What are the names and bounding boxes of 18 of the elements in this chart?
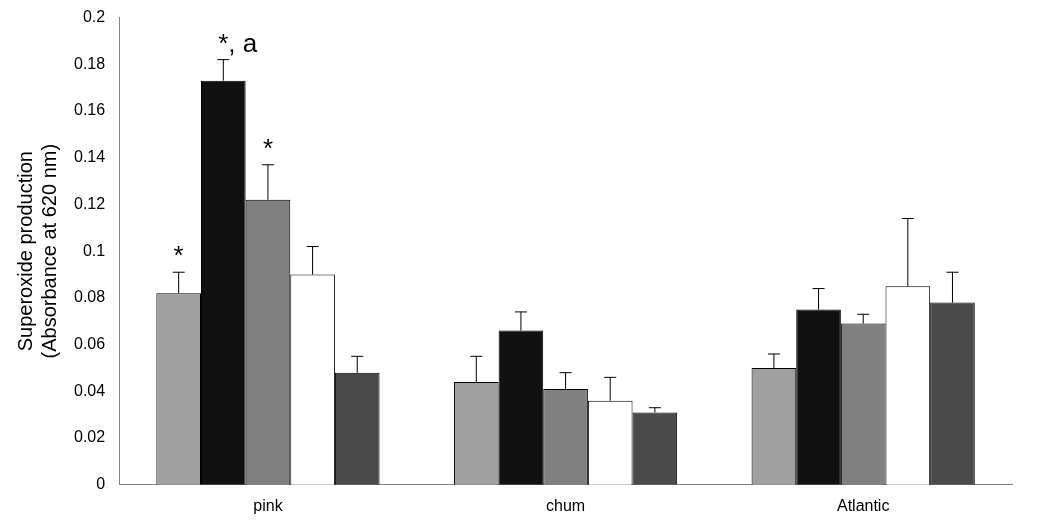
y-tick-label: 0.06 [74, 335, 106, 353]
y-tick-label: 0 [96, 475, 106, 493]
y-tick-label: 0.08 [74, 288, 106, 306]
x-tick-label: chum [546, 496, 586, 514]
y-tick-label: 0.04 [74, 381, 106, 399]
y-tick-label: 0.16 [74, 101, 106, 119]
x-tick-label: Atlantic [836, 496, 890, 514]
y-tick-label: 0.2 [82, 8, 106, 26]
annotation: *, a [218, 27, 258, 58]
annotation: * [262, 132, 274, 163]
annotation: * [173, 240, 184, 271]
y-axis-title: Superoxide production (Absorbance at 620 nm) [13, 143, 60, 359]
y-tick-label: 0.18 [74, 54, 106, 72]
y-tick-label: 0.1 [82, 241, 106, 259]
x-tick-label: pink [253, 496, 284, 514]
y-tick-label: 0.02 [74, 428, 106, 446]
y-tick-label: 0.12 [74, 194, 106, 212]
y-tick-label: 0.14 [74, 148, 106, 166]
